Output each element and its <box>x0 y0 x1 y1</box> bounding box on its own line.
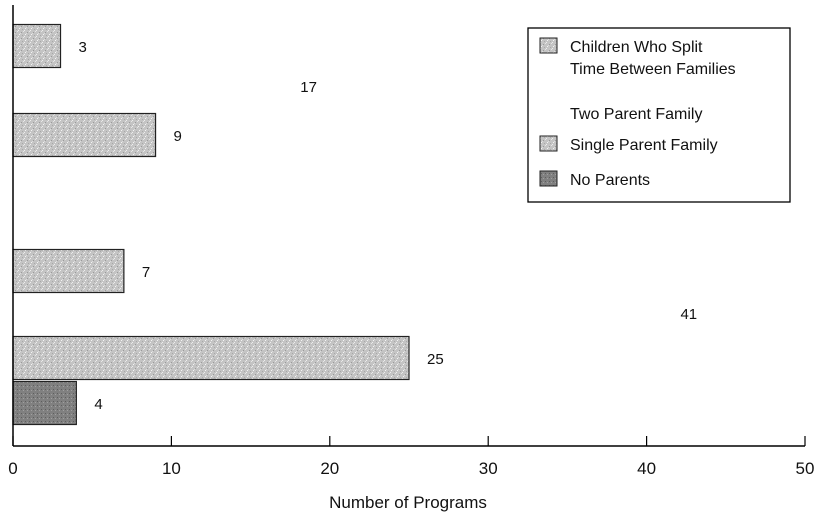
data-label: 17 <box>300 79 317 96</box>
bar-no-parents-2 <box>12 380 77 426</box>
legend-label: Single Parent Family <box>570 137 718 154</box>
x-axis-title: Number of Programs <box>329 493 487 512</box>
axes-layer: 0 10 20 30 40 50 <box>8 5 814 478</box>
data-label: 4 <box>94 396 102 413</box>
x-tick-label: 10 <box>162 459 181 478</box>
bar-children-who-split-time-between-families-1 <box>12 23 62 69</box>
data-label: 9 <box>174 128 182 145</box>
legend-label: Two Parent Family <box>570 106 702 123</box>
x-tick-label: 20 <box>320 459 339 478</box>
bar-single-parent-family-2 <box>12 335 410 381</box>
x-tick-label: 0 <box>8 459 17 478</box>
legend-label: No Parents <box>570 172 650 189</box>
legend-label: Children Who Split <box>570 39 703 56</box>
legend-label: Time Between Families <box>570 61 736 78</box>
bar-single-parent-family-1 <box>12 112 157 158</box>
x-tick-label: 40 <box>637 459 656 478</box>
data-label: 3 <box>79 39 87 56</box>
bar-children-who-split-time-between-families-2 <box>12 248 125 294</box>
bars-layer: 3 7 17 41 9 25 4 <box>12 23 697 426</box>
x-tick-label: 50 <box>796 459 815 478</box>
data-label: 7 <box>142 264 150 281</box>
legend: Children Who Split Time Between Families T… <box>527 27 791 203</box>
data-label: 25 <box>427 351 444 368</box>
x-tick-label: 30 <box>479 459 498 478</box>
data-label: 41 <box>680 306 697 323</box>
legend-swatch <box>539 135 558 152</box>
legend-swatch <box>539 170 558 187</box>
legend-box <box>527 27 791 203</box>
legend-swatch <box>539 37 558 54</box>
